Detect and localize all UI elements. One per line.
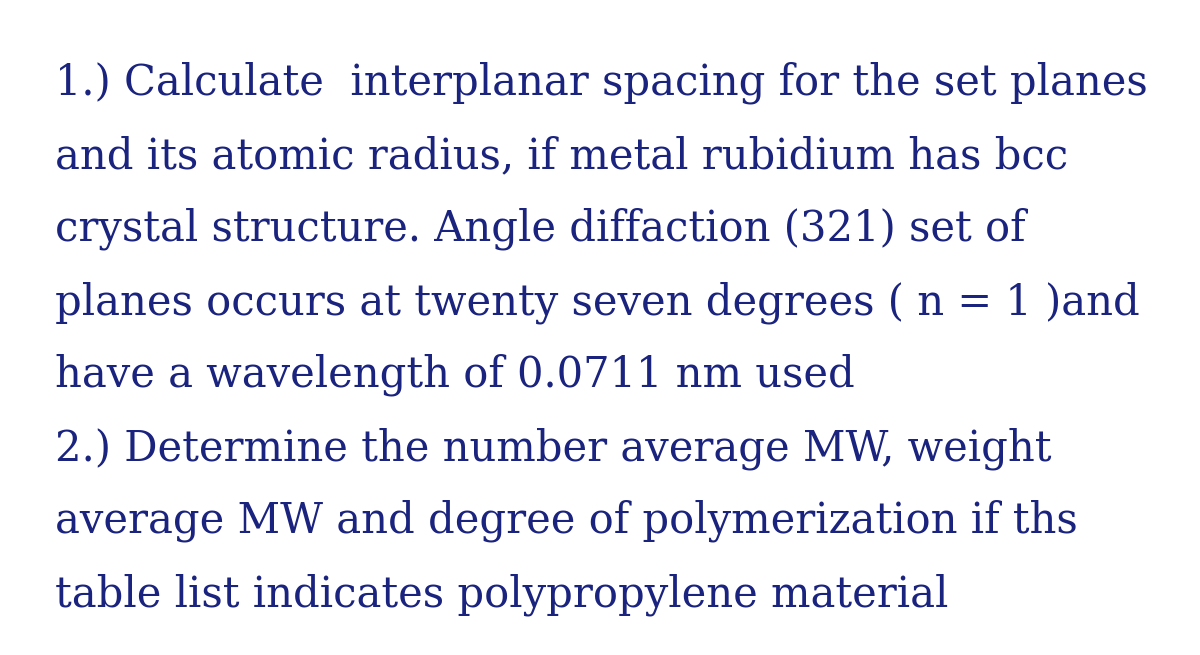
Text: crystal structure. Angle diffaction (321) set of: crystal structure. Angle diffaction (321…	[55, 208, 1026, 250]
Text: and its atomic radius, if metal rubidium has bcc: and its atomic radius, if metal rubidium…	[55, 135, 1068, 177]
Text: average MW and degree of polymerization if ths: average MW and degree of polymerization …	[55, 500, 1078, 542]
Text: table list indicates polypropylene material: table list indicates polypropylene mater…	[55, 573, 948, 616]
Text: planes occurs at twenty seven degrees ( n = 1 )and: planes occurs at twenty seven degrees ( …	[55, 281, 1140, 324]
Text: 2.) Determine the number average MW, weight: 2.) Determine the number average MW, wei…	[55, 427, 1051, 470]
Text: have a wavelength of 0.0711 nm used: have a wavelength of 0.0711 nm used	[55, 354, 854, 396]
Text: 1.) Calculate  interplanar spacing for the set planes: 1.) Calculate interplanar spacing for th…	[55, 62, 1147, 105]
